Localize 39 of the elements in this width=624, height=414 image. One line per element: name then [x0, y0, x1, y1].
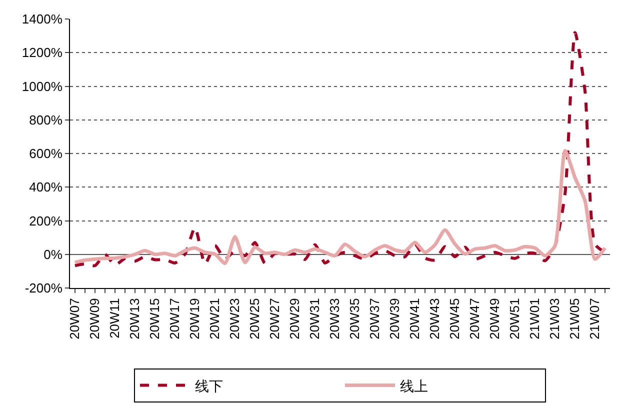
x-tick-label: 20W39	[387, 298, 402, 340]
x-tick-label: 20W45	[447, 298, 462, 340]
x-tick-label: 20W19	[187, 298, 202, 340]
x-tick-label: 20W35	[347, 298, 362, 340]
x-tick-label: 20W51	[507, 298, 522, 340]
x-tick-label: 20W47	[467, 298, 482, 340]
x-tick-label: 20W49	[487, 298, 502, 340]
x-tick-label: 20W29	[287, 298, 302, 340]
x-tick-label: 20W25	[247, 298, 262, 340]
x-tick-label: 21W03	[547, 298, 562, 340]
x-tick-label: 20W07	[67, 298, 82, 340]
legend-label: 线下	[195, 378, 223, 395]
x-tick-label: 20W21	[207, 298, 222, 340]
x-tick-label: 21W05	[567, 298, 582, 340]
x-tick-label: 20W09	[87, 298, 102, 340]
x-tick-label: 21W07	[587, 298, 602, 340]
y-tick-label: 800%	[29, 112, 63, 128]
x-tick-label: 20W17	[167, 298, 182, 340]
x-tick-label: 21W01	[527, 298, 542, 340]
y-tick-label: 1000%	[22, 78, 63, 94]
y-tick-label: 200%	[29, 213, 63, 228]
x-tick-label: 20W41	[407, 298, 422, 340]
x-tick-label: 20W37	[367, 298, 382, 340]
y-tick-label: 400%	[29, 180, 63, 195]
x-tick-label: 20W33	[327, 298, 342, 340]
x-tick-label: 20W43	[427, 298, 442, 340]
line-series	[73, 149, 607, 266]
legend-label: 线上	[400, 378, 428, 395]
x-tick-label: 20W31	[307, 298, 322, 340]
x-tick-label: 20W11	[107, 298, 122, 338]
y-tick-label: 0%	[44, 246, 63, 262]
x-tick-label: 20W23	[227, 298, 242, 340]
x-tick-label: 20W27	[267, 298, 282, 340]
y-tick-label: 600%	[29, 146, 63, 162]
x-tick-label: 20W13	[127, 298, 142, 340]
x-tick-label: 20W15	[147, 298, 162, 340]
y-tick-label: -200%	[24, 280, 63, 296]
y-tick-label: 1200%	[22, 45, 63, 60]
y-tick-label: 1400%	[22, 12, 63, 27]
